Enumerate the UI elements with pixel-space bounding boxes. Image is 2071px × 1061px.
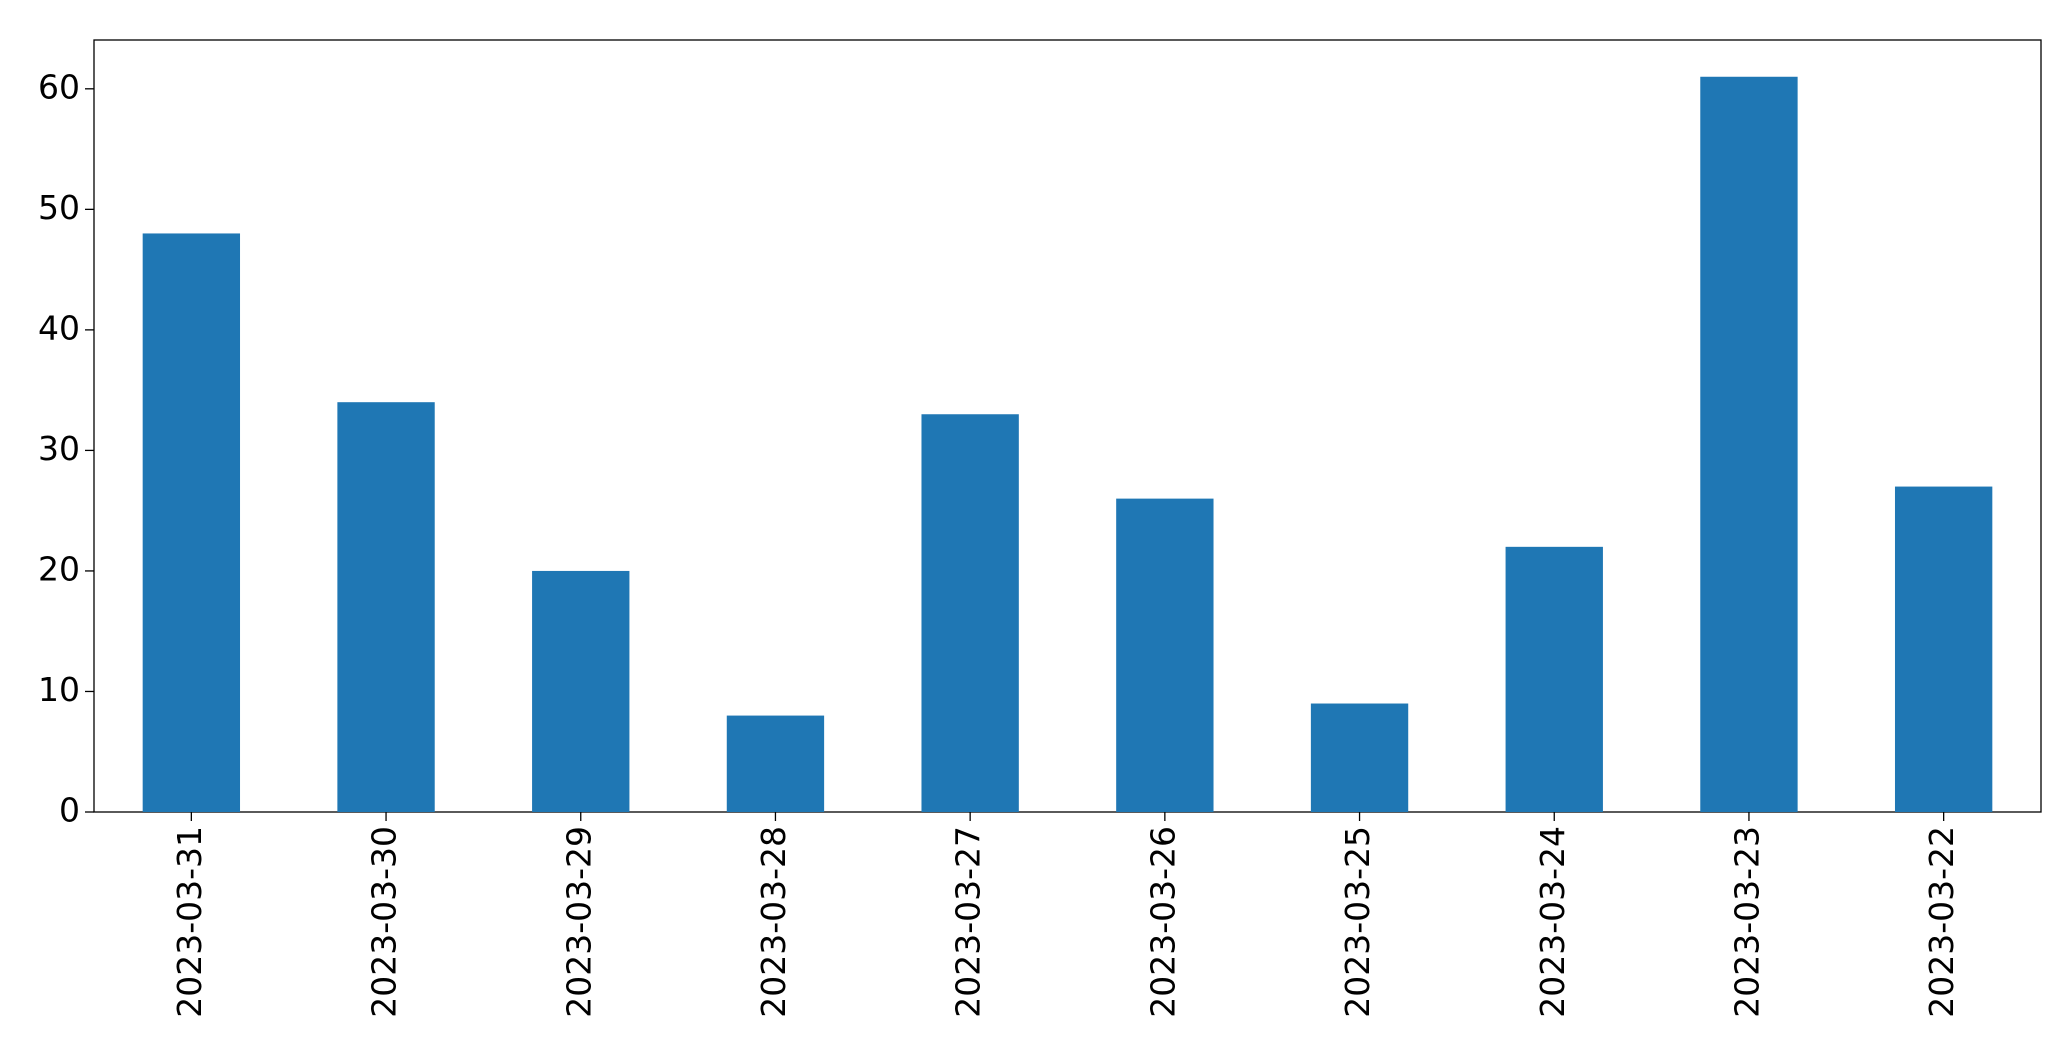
bar: [337, 402, 435, 812]
bar: [532, 570, 630, 812]
bar: [142, 233, 241, 812]
bar: [1116, 498, 1214, 812]
bar: [1310, 703, 1409, 812]
x-tick-label: 2023-03-24: [1533, 826, 1572, 1018]
bar: [1505, 546, 1603, 812]
x-tick-label: 2023-03-29: [559, 826, 598, 1018]
x-tick-label: 2023-03-30: [365, 826, 404, 1018]
x-tick-label: 2023-03-28: [754, 826, 793, 1018]
bar: [1700, 76, 1798, 812]
x-tick-label: 2023-03-22: [1922, 826, 1961, 1018]
y-tick-label: 60: [38, 67, 80, 106]
x-tick-label: 2023-03-26: [1143, 826, 1182, 1018]
plot-frame: [93, 39, 2042, 813]
y-tick-label: 40: [38, 308, 80, 347]
y-tick-label: 20: [38, 549, 80, 588]
y-tick-label: 30: [38, 429, 80, 468]
bar: [921, 414, 1019, 812]
x-tick-label: 2023-03-23: [1727, 826, 1766, 1018]
x-tick-label: 2023-03-25: [1338, 826, 1377, 1018]
x-tick-label: 2023-03-27: [949, 826, 988, 1018]
x-tick-label: 2023-03-31: [170, 826, 209, 1018]
y-tick-label: 50: [38, 188, 80, 227]
y-tick-label: 10: [38, 670, 80, 709]
y-tick-label: 0: [59, 791, 80, 830]
bar: [1894, 486, 1993, 812]
bar: [726, 715, 825, 812]
